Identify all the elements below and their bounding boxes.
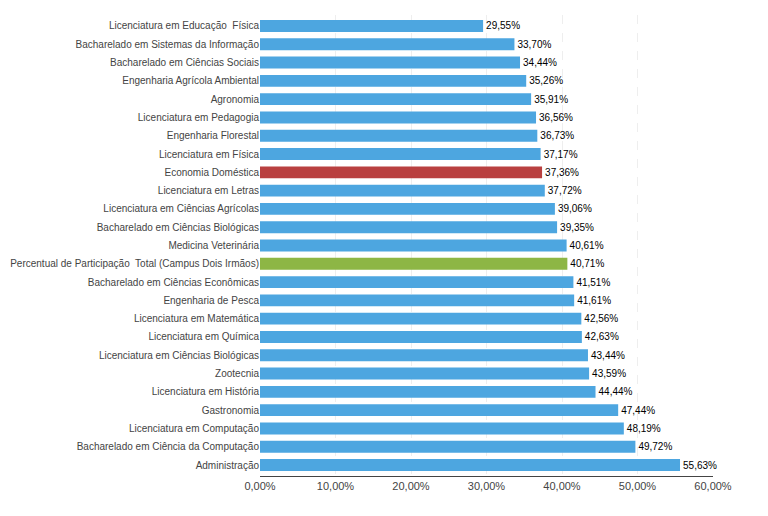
svg-text:36,73%: 36,73% [540, 130, 574, 141]
svg-text:Bacharelado em Ciências Sociai: Bacharelado em Ciências Sociais [110, 57, 259, 68]
svg-text:Bacharelado em Ciências Biológ: Bacharelado em Ciências Biológicas [97, 222, 259, 233]
svg-text:50,00%: 50,00% [619, 480, 657, 492]
svg-text:42,56%: 42,56% [584, 313, 618, 324]
svg-text:0,00%: 0,00% [244, 480, 275, 492]
svg-text:40,71%: 40,71% [570, 258, 604, 269]
svg-text:60,00%: 60,00% [694, 480, 732, 492]
svg-text:Bacharelado em Sistemas da Inf: Bacharelado em Sistemas da Informação [76, 39, 260, 50]
svg-text:Licenciatura em Pedagogia: Licenciatura em Pedagogia [138, 112, 260, 123]
svg-text:Licenciatura em Letras: Licenciatura em Letras [158, 185, 259, 196]
svg-text:39,06%: 39,06% [558, 203, 592, 214]
svg-text:Gastronomia: Gastronomia [202, 405, 260, 416]
svg-text:42,63%: 42,63% [585, 331, 619, 342]
svg-text:47,44%: 47,44% [621, 405, 655, 416]
svg-text:Licenciatura em Ciências Bioló: Licenciatura em Ciências Biológicas [99, 350, 259, 361]
svg-text:44,44%: 44,44% [599, 386, 633, 397]
svg-text:41,61%: 41,61% [577, 295, 611, 306]
svg-text:41,51%: 41,51% [576, 277, 610, 288]
svg-text:48,19%: 48,19% [627, 423, 661, 434]
svg-text:43,59%: 43,59% [592, 368, 626, 379]
svg-text:Medicina Veterinária: Medicina Veterinária [168, 240, 259, 251]
svg-text:37,17%: 37,17% [544, 149, 578, 160]
svg-text:Economia Doméstica: Economia Doméstica [165, 167, 260, 178]
svg-text:Zootecnia: Zootecnia [215, 368, 259, 379]
svg-text:34,44%: 34,44% [523, 57, 557, 68]
svg-text:Engenharia de Pesca: Engenharia de Pesca [163, 295, 259, 306]
svg-text:30,00%: 30,00% [468, 480, 506, 492]
svg-text:37,36%: 37,36% [545, 167, 579, 178]
svg-text:Bacharelado em Ciências Econôm: Bacharelado em Ciências Econômicas [88, 277, 259, 288]
svg-text:35,91%: 35,91% [534, 94, 568, 105]
svg-text:10,00%: 10,00% [317, 480, 355, 492]
svg-text:Licenciatura em Matemática: Licenciatura em Matemática [134, 313, 259, 324]
svg-text:43,44%: 43,44% [591, 350, 625, 361]
svg-text:55,63%: 55,63% [683, 460, 717, 471]
svg-text:Licenciatura em Química: Licenciatura em Química [148, 331, 259, 342]
svg-text:Administração: Administração [196, 460, 260, 471]
svg-text:Agronomia: Agronomia [211, 94, 260, 105]
svg-text:20,00%: 20,00% [392, 480, 430, 492]
svg-text:33,70%: 33,70% [517, 39, 551, 50]
svg-text:37,72%: 37,72% [548, 185, 582, 196]
svg-text:Bacharelado em Ciência da Comp: Bacharelado em Ciência da Computação [77, 441, 260, 452]
svg-text:Licenciatura em Computação: Licenciatura em Computação [129, 423, 260, 434]
svg-text:Licenciatura em Física: Licenciatura em Física [159, 149, 259, 160]
svg-text:40,00%: 40,00% [543, 480, 581, 492]
svg-text:Licenciatura em Educação Físi: Licenciatura em Educação Física [109, 20, 260, 31]
svg-text:Percentual de Participação To: Percentual de Participação Total (Campus… [10, 258, 259, 269]
svg-text:Licenciatura em Ciências Agríc: Licenciatura em Ciências Agrícolas [103, 203, 259, 214]
svg-text:49,72%: 49,72% [638, 441, 672, 452]
svg-text:39,35%: 39,35% [560, 222, 594, 233]
svg-text:36,56%: 36,56% [539, 112, 573, 123]
svg-text:35,26%: 35,26% [529, 75, 563, 86]
svg-text:Engenharia Agrícola Ambiental: Engenharia Agrícola Ambiental [122, 75, 259, 86]
svg-text:29,55%: 29,55% [486, 20, 520, 31]
svg-text:Licenciatura em História: Licenciatura em História [152, 386, 260, 397]
svg-text:Engenharia Florestal: Engenharia Florestal [167, 130, 259, 141]
svg-text:40,61%: 40,61% [570, 240, 604, 251]
